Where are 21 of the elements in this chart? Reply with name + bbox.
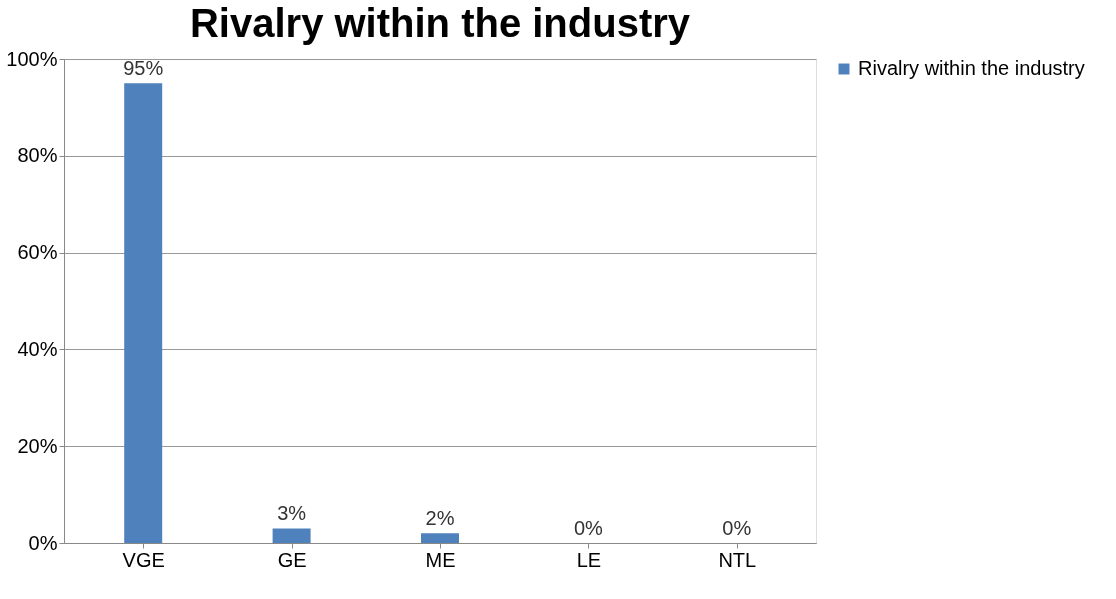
chart-title: Rivalry within the industry: [189, 1, 691, 45]
legend-label: Rivalry within the industry: [858, 57, 1085, 79]
x-tick-label: GE: [277, 548, 307, 571]
x-tick-label: LE: [576, 548, 602, 571]
bar: [421, 533, 459, 543]
bar: [124, 83, 163, 543]
text: 0%: [573, 517, 603, 539]
text: 95%: [123, 57, 164, 80]
y-tick-label: 60%: [17, 241, 58, 264]
x-tick-label: VGE: [122, 548, 165, 571]
y-tick-label: 80%: [17, 144, 58, 167]
y-tick-label: 100%: [6, 47, 58, 70]
x-tick-label: NTL: [718, 548, 757, 571]
text: 0%: [722, 517, 752, 539]
bar: [272, 528, 311, 543]
y-tick-label: 40%: [17, 337, 58, 360]
text: 3%: [277, 502, 307, 525]
y-tick-label: 0%: [28, 531, 58, 554]
text: 2%: [425, 507, 455, 530]
y-tick-label: 20%: [17, 434, 58, 457]
x-tick-label: ME: [425, 548, 456, 571]
